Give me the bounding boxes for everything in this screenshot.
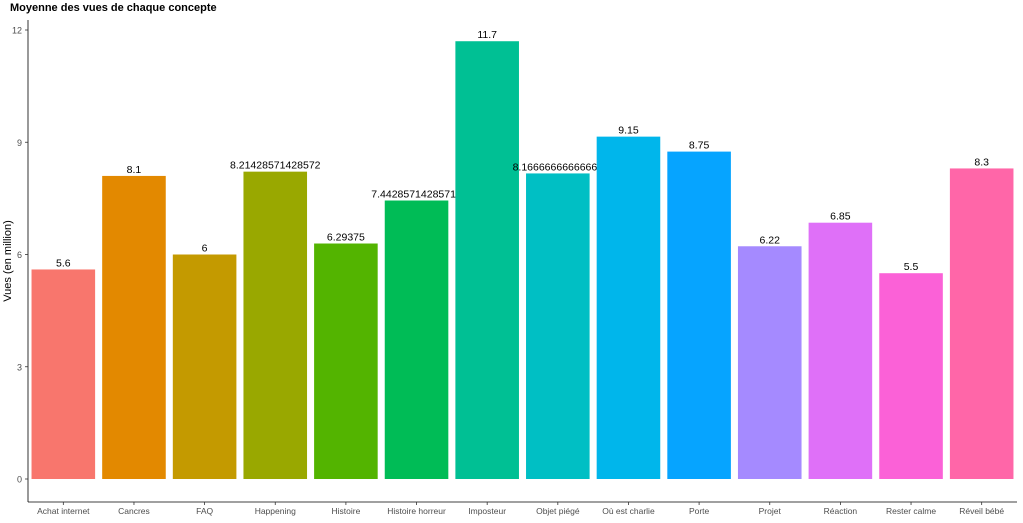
bar	[455, 41, 519, 479]
data-label: 8.1	[127, 164, 142, 176]
bar	[102, 175, 166, 480]
bar	[808, 222, 873, 479]
x-tick-label: Projet	[759, 506, 782, 516]
bar	[949, 168, 1014, 480]
bar	[667, 151, 731, 479]
x-tick-label: Objet piégé	[536, 506, 580, 516]
data-label: 9.15	[618, 125, 639, 137]
bar	[737, 246, 802, 479]
x-tick-label: Réveil bébé	[959, 506, 1004, 516]
bar	[172, 254, 237, 479]
x-tick-label: Porte	[689, 506, 710, 516]
data-label: 8.75	[689, 140, 710, 152]
bar	[384, 200, 449, 479]
bar	[596, 136, 661, 479]
data-label: 11.7	[477, 29, 497, 41]
x-tick-label: Où est charlie	[602, 506, 655, 516]
x-tick-label: Histoire horreur	[387, 506, 446, 516]
x-tick-label: Histoire	[331, 506, 360, 516]
data-label: 8.16666666666667	[513, 161, 604, 173]
x-tick-label: Rester calme	[886, 506, 936, 516]
y-tick-label: 6	[17, 250, 22, 260]
data-label: 8.21428571428572	[230, 160, 321, 172]
bar	[243, 171, 308, 479]
data-label: 6	[202, 243, 208, 255]
bar	[879, 273, 943, 479]
data-label: 5.6	[56, 257, 71, 269]
x-tick-label: FAQ	[196, 506, 213, 516]
data-label: 7.44285714285714	[371, 189, 462, 201]
data-label: 6.85	[830, 211, 851, 223]
chart-title: Moyenne des vues de chaque concepte	[10, 2, 217, 14]
x-tick-label: Cancres	[118, 506, 150, 516]
x-tick-label: Imposteur	[468, 506, 506, 516]
y-tick-label: 12	[12, 26, 22, 36]
bar	[31, 269, 96, 479]
x-tick-label: Achat internet	[37, 506, 90, 516]
data-label: 8.3	[974, 156, 989, 168]
data-label: 6.22	[760, 234, 781, 246]
y-tick-label: 3	[17, 362, 22, 372]
bar	[314, 243, 378, 479]
x-tick-label: Happening	[255, 506, 296, 516]
x-tick-label: Réaction	[824, 506, 858, 516]
data-label: 5.5	[904, 261, 919, 273]
y-tick-label: 0	[17, 475, 22, 485]
y-tick-label: 9	[17, 138, 22, 148]
data-label: 6.29375	[327, 232, 365, 244]
bar	[526, 173, 590, 480]
y-axis-label: Vues (en million)	[2, 220, 14, 302]
